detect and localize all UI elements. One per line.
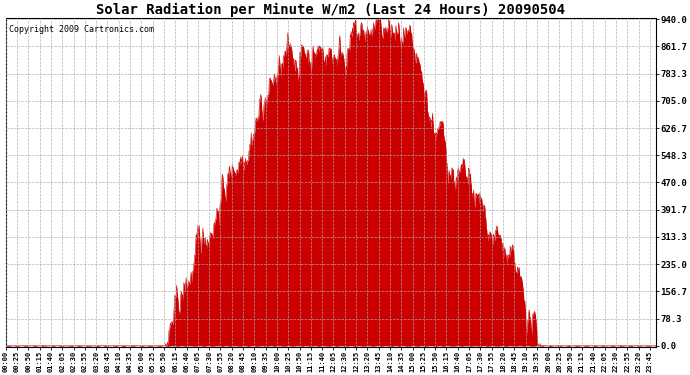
Text: Copyright 2009 Cartronics.com: Copyright 2009 Cartronics.com — [9, 25, 154, 34]
Title: Solar Radiation per Minute W/m2 (Last 24 Hours) 20090504: Solar Radiation per Minute W/m2 (Last 24… — [97, 3, 566, 17]
